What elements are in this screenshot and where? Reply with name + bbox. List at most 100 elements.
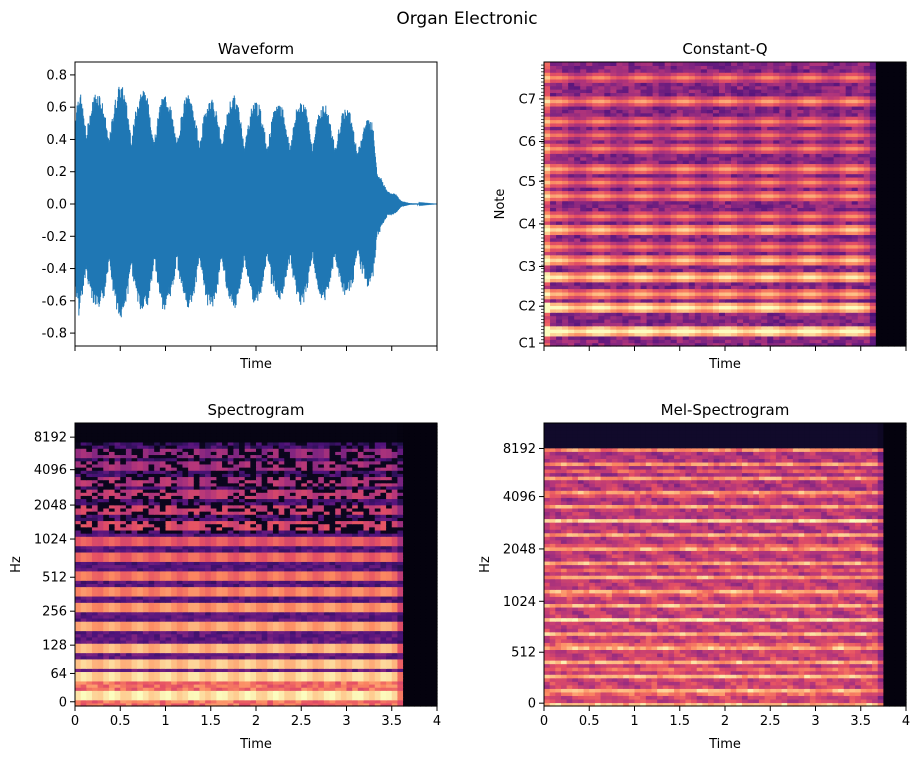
heatmap-cell xyxy=(676,170,684,175)
heatmap-cell xyxy=(803,210,811,215)
heatmap-cell xyxy=(731,78,738,83)
heatmap-cell xyxy=(604,295,611,300)
heatmap-cell xyxy=(851,99,859,104)
heatmap-cell xyxy=(851,136,859,141)
heatmap-cell xyxy=(899,234,907,239)
heatmap-cell xyxy=(616,183,624,188)
heatmap-cell xyxy=(646,170,654,175)
heatmap-cell xyxy=(737,102,744,107)
heatmap-cell xyxy=(869,220,877,225)
heatmap-cell xyxy=(893,207,901,212)
heatmap-cell xyxy=(562,197,569,202)
heatmap-cell xyxy=(646,95,654,100)
heatmap-cell xyxy=(875,342,883,347)
heatmap-cell xyxy=(857,109,865,114)
heatmap-cell xyxy=(827,122,835,127)
heatmap-cell xyxy=(821,261,829,266)
heatmap-cell xyxy=(658,68,666,73)
heatmap-cell xyxy=(676,315,684,320)
heatmap-cell xyxy=(562,210,569,215)
heatmap-cell xyxy=(616,133,624,137)
heatmap-cell xyxy=(761,82,768,87)
heatmap-cell xyxy=(634,207,642,212)
heatmap-cell xyxy=(797,126,805,131)
heatmap-cell xyxy=(773,322,780,327)
heatmap-cell xyxy=(634,278,642,283)
heatmap-cell xyxy=(827,210,835,215)
heatmap-cell xyxy=(598,335,605,340)
heatmap-cell xyxy=(550,217,557,222)
heatmap-cell xyxy=(893,271,901,276)
heatmap-cell xyxy=(700,139,708,144)
heatmap-cell xyxy=(646,180,654,185)
heatmap-cell xyxy=(568,99,575,104)
heatmap-cell xyxy=(809,99,817,104)
heatmap-cell xyxy=(881,281,889,286)
heatmap-cell xyxy=(851,231,859,236)
heatmap-cell xyxy=(592,308,599,313)
heatmap-cell xyxy=(863,133,871,137)
heatmap-cell xyxy=(797,207,805,212)
heatmap-cell xyxy=(743,75,750,80)
heatmap-cell xyxy=(544,109,551,114)
heatmap-cell xyxy=(893,204,901,208)
heatmap-cell xyxy=(556,298,563,303)
heatmap-cell xyxy=(779,143,786,148)
heatmap-cell xyxy=(899,85,907,90)
heatmap-cell xyxy=(682,163,690,168)
heatmap-cell xyxy=(737,143,744,148)
heatmap-cell xyxy=(803,197,811,202)
heatmap-cell xyxy=(845,234,853,239)
heatmap-cell xyxy=(586,318,593,323)
heatmap-cell xyxy=(598,258,605,263)
heatmap-cell xyxy=(646,318,654,323)
heatmap-cell xyxy=(875,237,883,242)
heatmap-cell xyxy=(586,89,593,94)
heatmap-cell xyxy=(556,75,563,80)
heatmap-cell xyxy=(604,126,611,131)
heatmap-cell xyxy=(827,315,835,320)
heatmap-cell xyxy=(700,305,708,310)
heatmap-cell xyxy=(851,302,859,307)
heatmap-cell xyxy=(628,254,636,259)
heatmap-cell xyxy=(821,119,829,124)
heatmap-cell xyxy=(622,325,630,330)
heatmap-cell xyxy=(622,187,630,192)
heatmap-cell xyxy=(857,291,865,296)
heatmap-cell xyxy=(694,183,702,188)
heatmap-cell xyxy=(827,298,835,303)
heatmap-cell xyxy=(749,207,756,212)
heatmap-cell xyxy=(712,166,720,171)
heatmap-cell xyxy=(592,176,599,181)
heatmap-cell xyxy=(652,139,660,144)
heatmap-cell xyxy=(773,315,780,320)
heatmap-cell xyxy=(604,204,611,208)
heatmap-cell xyxy=(676,129,684,134)
heatmap-cell xyxy=(833,298,841,303)
heatmap-cell xyxy=(773,112,780,117)
heatmap-cell xyxy=(833,190,841,195)
heatmap-cell xyxy=(592,291,599,296)
heatmap-cell xyxy=(652,72,660,77)
heatmap-cell xyxy=(670,200,678,205)
heatmap-cell xyxy=(628,329,636,334)
heatmap-cell xyxy=(616,105,624,110)
heatmap-cell xyxy=(586,322,593,327)
heatmap-cell xyxy=(550,78,557,83)
heatmap-cell xyxy=(815,247,823,252)
heatmap-cell xyxy=(718,241,726,246)
heatmap-cell xyxy=(767,291,774,296)
heatmap-cell xyxy=(700,227,708,232)
heatmap-cell xyxy=(604,227,611,232)
heatmap-cell xyxy=(712,285,720,290)
heatmap-cell xyxy=(725,268,732,273)
heatmap-cell xyxy=(797,234,805,239)
heatmap-cell xyxy=(700,160,708,165)
heatmap-cell xyxy=(640,82,648,87)
heatmap-cell xyxy=(640,139,648,144)
heatmap-cell xyxy=(628,332,636,337)
heatmap-cell xyxy=(544,153,551,158)
heatmap-cell xyxy=(580,200,587,205)
heatmap-cell xyxy=(568,126,575,131)
heatmap-cell xyxy=(833,204,841,208)
